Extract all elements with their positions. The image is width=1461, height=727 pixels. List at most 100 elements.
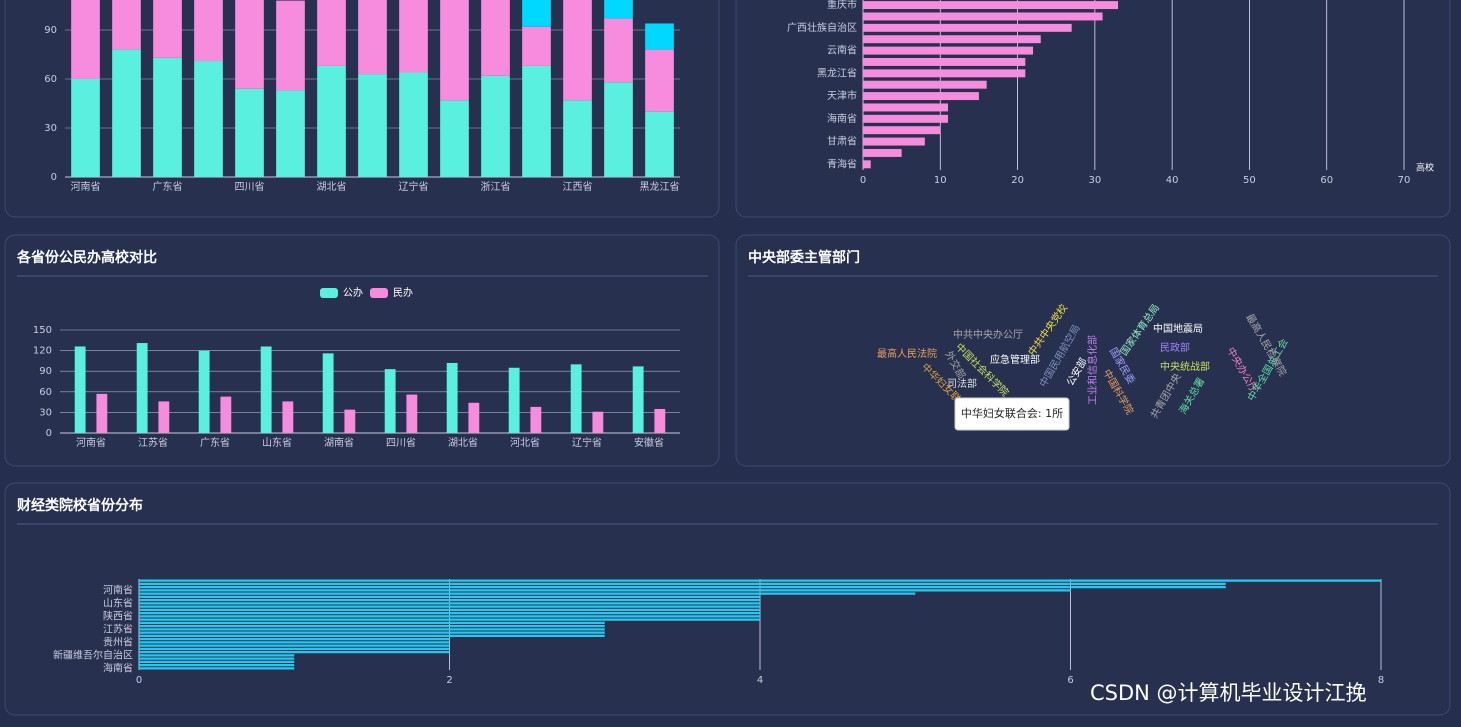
bar xyxy=(139,624,605,628)
bar xyxy=(139,650,450,654)
x-tick-label: 0 xyxy=(860,175,866,186)
bar xyxy=(74,346,86,433)
bar xyxy=(508,367,520,433)
word: 最高人民法院 xyxy=(877,347,937,360)
bar xyxy=(139,602,760,605)
bar-segment xyxy=(440,0,469,101)
bar xyxy=(139,589,1071,592)
x-tick-label: 山东省 xyxy=(262,436,292,449)
tooltip-box xyxy=(954,397,1070,431)
bar xyxy=(863,160,871,169)
x-tick-label: 10 xyxy=(934,175,947,186)
y-tick-label: 150 xyxy=(33,325,52,336)
y-tick-label: 广西壮族自治区 xyxy=(787,21,857,34)
bar xyxy=(139,657,295,660)
x-tick-label: 6 xyxy=(1067,675,1073,686)
bar xyxy=(863,103,949,112)
bar xyxy=(139,631,605,634)
watermark: CSDN @计算机毕业设计江挽 xyxy=(1090,681,1367,705)
bar xyxy=(139,608,760,612)
bar-segment xyxy=(440,100,469,177)
bar-segment xyxy=(276,0,305,91)
bar-segment xyxy=(481,75,510,177)
bar xyxy=(139,582,1226,586)
bar xyxy=(136,343,148,433)
bar xyxy=(322,353,334,433)
bar-segment xyxy=(522,0,551,27)
bar xyxy=(384,369,396,433)
bar-segment xyxy=(399,72,428,177)
bar xyxy=(96,393,108,433)
x-tick-label: 四川省 xyxy=(386,436,416,449)
y-tick-label: 甘肃省 xyxy=(827,135,857,148)
bar xyxy=(139,644,450,647)
bar xyxy=(139,592,916,595)
bar xyxy=(592,411,604,433)
bar-segment xyxy=(194,0,223,62)
y-tick-label: 0 xyxy=(51,172,57,183)
bar xyxy=(139,647,450,651)
bar xyxy=(158,401,170,433)
bar-segment xyxy=(399,0,428,73)
bar-segment xyxy=(522,26,551,66)
bar xyxy=(344,409,356,433)
y-tick-label: 90 xyxy=(44,25,57,36)
y-tick-label: 海南省 xyxy=(827,112,857,125)
bar xyxy=(139,611,760,615)
bar xyxy=(863,1,1119,10)
bar-segment xyxy=(522,65,551,177)
bar xyxy=(139,637,450,641)
bar xyxy=(863,35,1041,44)
y-tick-label: 天津市 xyxy=(827,89,857,102)
word: 应急管理部 xyxy=(990,353,1040,366)
bar-segment xyxy=(71,79,100,177)
bar-segment xyxy=(645,23,674,50)
bar xyxy=(139,660,295,664)
x-tick-label: 河南省 xyxy=(76,436,106,449)
bar xyxy=(139,621,605,625)
x-tick-label: 河南省 xyxy=(71,180,101,193)
bar xyxy=(530,406,542,433)
bar-segment xyxy=(481,0,510,76)
y-tick-label: 陕西省 xyxy=(103,609,133,622)
bar-segment xyxy=(153,0,182,58)
y-tick-label: 60 xyxy=(44,74,57,85)
bar-segment xyxy=(235,88,264,177)
bar xyxy=(863,57,1026,66)
bar xyxy=(139,605,760,608)
x-tick-label: 江西省 xyxy=(563,180,593,193)
word: 司法部 xyxy=(947,377,977,390)
bar xyxy=(863,114,949,123)
x-tick-label: 湖北省 xyxy=(317,180,347,193)
x-tick-label: 2 xyxy=(446,675,452,686)
legend-swatch xyxy=(320,288,338,298)
bar xyxy=(863,126,941,135)
x-tick-label: 60 xyxy=(1320,175,1333,186)
y-tick-label: 山东省 xyxy=(103,596,133,609)
x-tick-label: 湖南省 xyxy=(324,436,354,449)
y-tick-label: 江苏省 xyxy=(103,622,133,635)
bar xyxy=(139,663,295,667)
y-tick-label: 120 xyxy=(33,346,52,357)
word: 工业和信息化部 xyxy=(1086,335,1099,405)
bar-segment xyxy=(358,0,387,75)
panel xyxy=(735,234,1451,467)
x-tick-label: 20 xyxy=(1011,175,1024,186)
y-tick-label: 黑龙江省 xyxy=(817,66,857,79)
bar xyxy=(863,80,987,89)
bar xyxy=(863,92,979,101)
x-tick-label: 8 xyxy=(1378,675,1384,686)
x-tick-label: 0 xyxy=(136,675,142,686)
panel-title: 中央部委主管部门 xyxy=(748,249,860,266)
y-tick-label: 海南省 xyxy=(103,661,133,674)
bar-segment xyxy=(276,90,305,177)
bar xyxy=(282,401,294,433)
bar xyxy=(139,579,1381,582)
x-tick-label: 40 xyxy=(1166,175,1179,186)
bar-segment xyxy=(645,49,674,112)
y-tick-label: 0 xyxy=(46,428,52,439)
x-tick-label: 广东省 xyxy=(153,180,183,193)
bar xyxy=(139,634,605,638)
bar xyxy=(139,628,605,631)
panel-title: 各省份公民办高校对比 xyxy=(16,249,157,266)
